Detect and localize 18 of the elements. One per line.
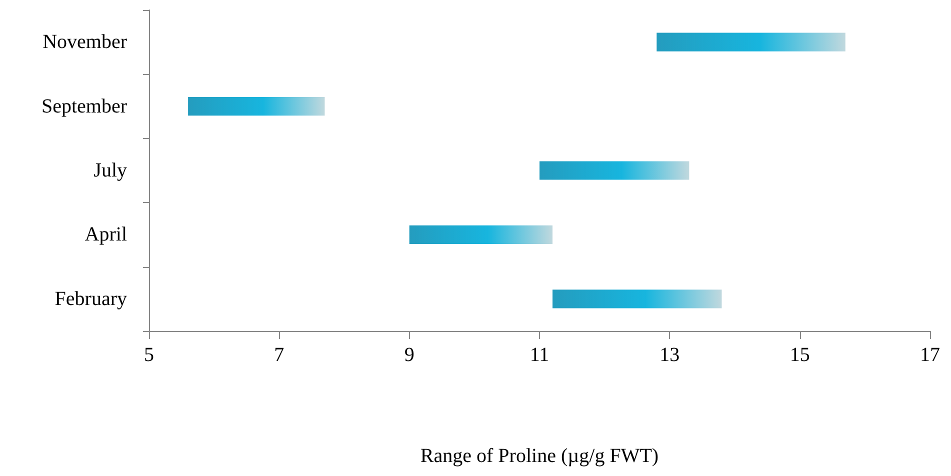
x-tick-label: 11 — [530, 344, 550, 366]
y-tick-label: February — [54, 288, 127, 310]
y-tick-label: April — [84, 224, 128, 246]
bar — [656, 32, 846, 52]
y-tick-label: July — [94, 160, 127, 182]
y-tick-label: September — [41, 95, 128, 118]
y-tick-label: November — [42, 31, 128, 54]
x-tick-label: 15 — [790, 344, 810, 366]
bar — [552, 290, 722, 308]
x-axis-title: Range of Proline (µg/g FWT) — [420, 445, 659, 467]
x-tick-label: 5 — [144, 344, 154, 366]
x-tick-label: 7 — [274, 344, 284, 366]
bar — [540, 161, 690, 180]
x-tick-label: 13 — [660, 344, 680, 366]
x-tick-label: 9 — [404, 344, 414, 366]
x-tick-label: 17 — [920, 344, 940, 366]
bar — [188, 96, 325, 116]
bar — [409, 225, 553, 244]
